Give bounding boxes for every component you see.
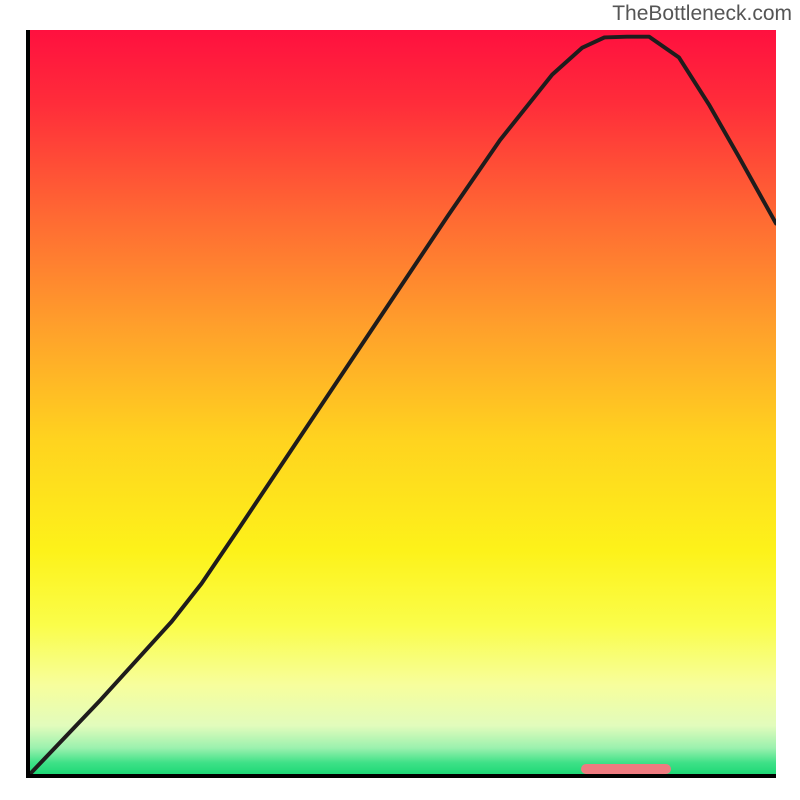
optimal-range-bar (581, 764, 671, 774)
chart-plot-area (26, 30, 776, 778)
watermark-text: TheBottleneck.com (612, 2, 792, 26)
bottleneck-curve (30, 30, 776, 774)
